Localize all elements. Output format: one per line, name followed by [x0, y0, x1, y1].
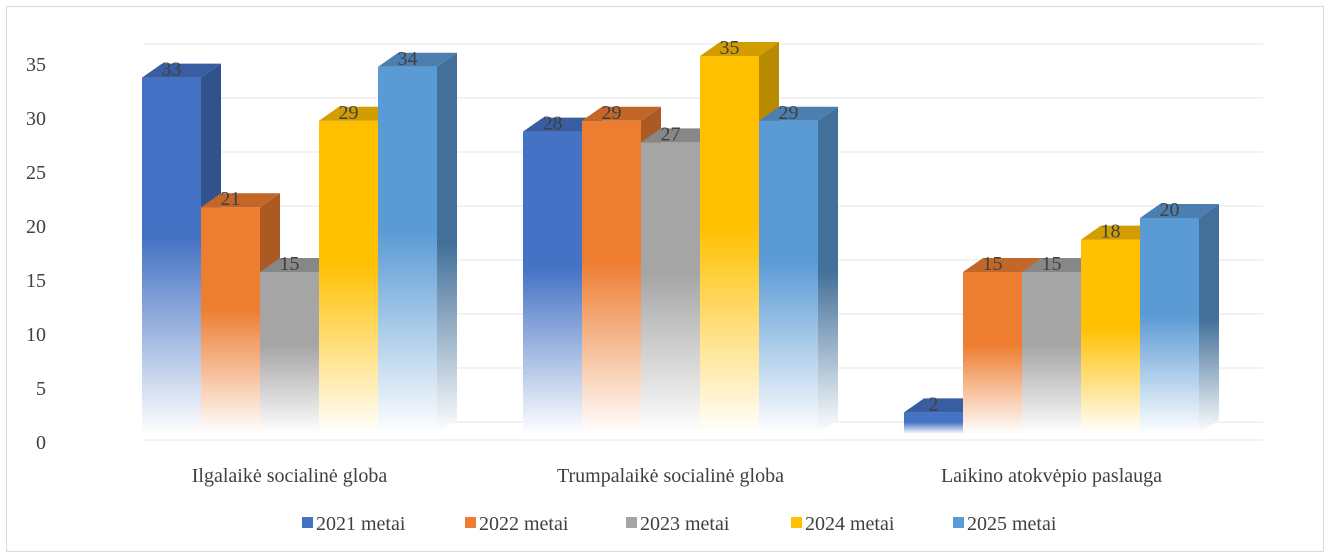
legend-swatch	[953, 517, 964, 528]
category-label: Laikino atokvėpio paslauga	[941, 465, 1162, 487]
legend-item: 2023 metai	[626, 513, 730, 535]
data-label: 15	[280, 253, 300, 275]
legend-swatch	[626, 517, 637, 528]
category-label: Ilgalaikė socialinė globa	[192, 465, 388, 487]
y-tick-label: 0	[36, 432, 46, 454]
bar	[759, 106, 838, 435]
data-label: 15	[1042, 253, 1062, 275]
data-label: 29	[779, 102, 799, 124]
legend-swatch	[465, 517, 476, 528]
data-label: 18	[1101, 221, 1121, 243]
legend-label: 2025 metai	[967, 513, 1057, 535]
legend-item: 2022 metai	[465, 513, 569, 535]
data-label: 21	[221, 188, 241, 210]
data-label: 34	[398, 48, 418, 70]
y-tick-label: 15	[26, 270, 46, 292]
y-tick-label: 20	[26, 216, 46, 238]
legend-label: 2021 metai	[316, 513, 406, 535]
category-label: Trumpalaikė socialinė globa	[557, 465, 784, 487]
y-tick-label: 25	[26, 162, 46, 184]
y-tick-label: 5	[36, 378, 46, 400]
y-tick-label: 10	[26, 324, 46, 346]
data-label: 2	[929, 393, 939, 415]
data-label: 28	[543, 113, 563, 135]
legend-item: 2024 metai	[791, 513, 895, 535]
data-label: 33	[162, 59, 182, 81]
data-label: 27	[661, 123, 681, 145]
data-label: 20	[1160, 199, 1180, 221]
legend-swatch	[791, 517, 802, 528]
legend-label: 2024 metai	[805, 513, 895, 535]
y-tick-label: 30	[26, 108, 46, 130]
data-label: 15	[983, 253, 1003, 275]
y-axis: 0 5 10 15 20 25 30 35	[26, 54, 46, 454]
bar	[1140, 204, 1219, 434]
legend-label: 2023 metai	[640, 513, 730, 535]
x-axis: Ilgalaikė socialinė globa Trumpalaikė soc…	[192, 465, 1162, 487]
data-label: 29	[602, 102, 622, 124]
legend-item: 2025 metai	[953, 513, 1057, 535]
bar	[378, 52, 457, 435]
data-labels: 33 21 15 29 34 28 29 27 35 29 2 15 15 18 20	[162, 37, 1180, 415]
y-tick-label: 35	[26, 54, 46, 76]
legend-swatch	[302, 517, 313, 528]
legend-label: 2022 metai	[479, 513, 569, 535]
legend-item: 2021 metai	[302, 513, 406, 535]
legend: 2021 metai 2022 metai 2023 metai 2024 metai…	[302, 513, 1057, 535]
bars	[142, 42, 1219, 435]
bar	[963, 258, 1042, 434]
data-label: 35	[720, 37, 740, 59]
data-label: 29	[339, 102, 359, 124]
